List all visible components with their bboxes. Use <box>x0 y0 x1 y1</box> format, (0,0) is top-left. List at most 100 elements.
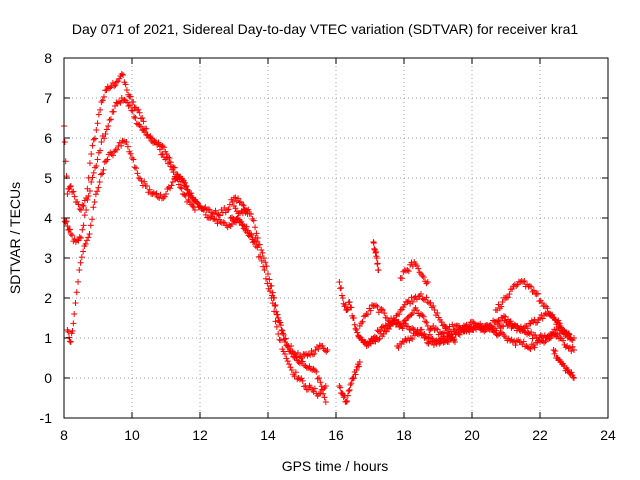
data-point <box>345 388 352 395</box>
data-point <box>129 155 135 161</box>
data-point <box>313 368 320 375</box>
data-point <box>409 310 416 317</box>
data-point <box>163 191 169 197</box>
data-point <box>434 310 441 317</box>
data-point <box>123 139 130 146</box>
data-point <box>70 188 77 195</box>
data-point <box>85 234 92 241</box>
data-point <box>118 142 125 149</box>
data-point <box>392 321 399 328</box>
data-point <box>348 380 355 387</box>
data-point <box>385 317 392 324</box>
data-point <box>278 327 285 333</box>
data-point <box>571 347 577 353</box>
y-tick-label: 5 <box>44 170 52 186</box>
data-point <box>507 320 514 327</box>
y-tick-label: 7 <box>44 90 52 106</box>
data-point <box>65 328 72 335</box>
data-point <box>495 317 502 324</box>
data-point <box>375 267 382 273</box>
data-point <box>86 187 93 194</box>
data-point <box>284 358 291 365</box>
data-point <box>448 335 455 341</box>
data-point <box>252 234 259 241</box>
data-point <box>88 151 95 157</box>
data-point <box>129 107 136 114</box>
data-point <box>420 274 427 281</box>
data-point <box>408 294 415 301</box>
data-point <box>516 327 523 333</box>
x-tick-label: 20 <box>464 427 480 443</box>
data-point <box>75 278 82 285</box>
data-point <box>177 184 184 191</box>
data-point <box>64 223 71 229</box>
data-point <box>89 142 96 149</box>
data-point <box>80 222 87 229</box>
data-point <box>424 299 431 305</box>
data-point <box>165 160 172 167</box>
data-point <box>381 310 388 317</box>
data-point <box>272 301 279 308</box>
data-point <box>528 329 535 336</box>
data-point <box>81 212 88 219</box>
data-point <box>520 338 527 345</box>
data-point <box>103 87 110 93</box>
data-point <box>358 320 365 327</box>
data-point <box>560 337 567 344</box>
data-point <box>141 129 148 136</box>
data-point <box>186 190 193 197</box>
data-point <box>98 139 105 145</box>
data-point <box>215 216 222 223</box>
data-point <box>280 348 287 355</box>
data-point <box>396 311 403 318</box>
data-point <box>167 159 174 166</box>
data-point <box>90 169 97 176</box>
data-point <box>211 215 218 222</box>
data-point <box>439 322 446 329</box>
data-point <box>131 164 138 171</box>
data-point <box>181 191 188 198</box>
data-point <box>356 323 363 329</box>
data-point <box>294 357 301 364</box>
data-point <box>498 329 505 336</box>
data-point <box>135 175 142 181</box>
data-point <box>95 111 102 118</box>
data-point <box>97 106 104 113</box>
data-point <box>235 195 242 202</box>
data-point <box>337 384 344 391</box>
data-point <box>415 293 422 300</box>
data-point <box>121 96 128 103</box>
data-point <box>558 324 565 331</box>
data-point <box>229 198 236 205</box>
data-point <box>67 183 74 189</box>
data-point <box>99 170 106 177</box>
data-point <box>524 325 531 332</box>
data-point <box>356 359 363 365</box>
data-point <box>530 287 537 294</box>
data-point <box>92 135 99 142</box>
data-point <box>79 202 86 209</box>
data-point <box>113 79 120 85</box>
data-point <box>273 323 280 330</box>
data-point <box>284 343 291 350</box>
data-point <box>318 383 325 390</box>
data-point <box>240 202 247 209</box>
data-point <box>69 189 76 196</box>
chart-title: Day 071 of 2021, Sidereal Day-to-day VTE… <box>72 21 578 37</box>
data-point <box>130 98 137 105</box>
data-point <box>324 347 331 353</box>
data-point <box>319 343 326 349</box>
data-point <box>112 82 119 89</box>
data-point <box>279 327 286 334</box>
data-point <box>556 320 563 327</box>
data-point <box>424 279 431 285</box>
data-point <box>292 353 299 360</box>
data-point <box>160 144 167 151</box>
data-point <box>443 337 450 344</box>
data-point <box>226 221 233 228</box>
data-point <box>175 181 182 188</box>
data-point <box>175 174 182 181</box>
data-point <box>307 351 314 358</box>
data-point <box>422 318 429 325</box>
data-point <box>423 294 430 301</box>
